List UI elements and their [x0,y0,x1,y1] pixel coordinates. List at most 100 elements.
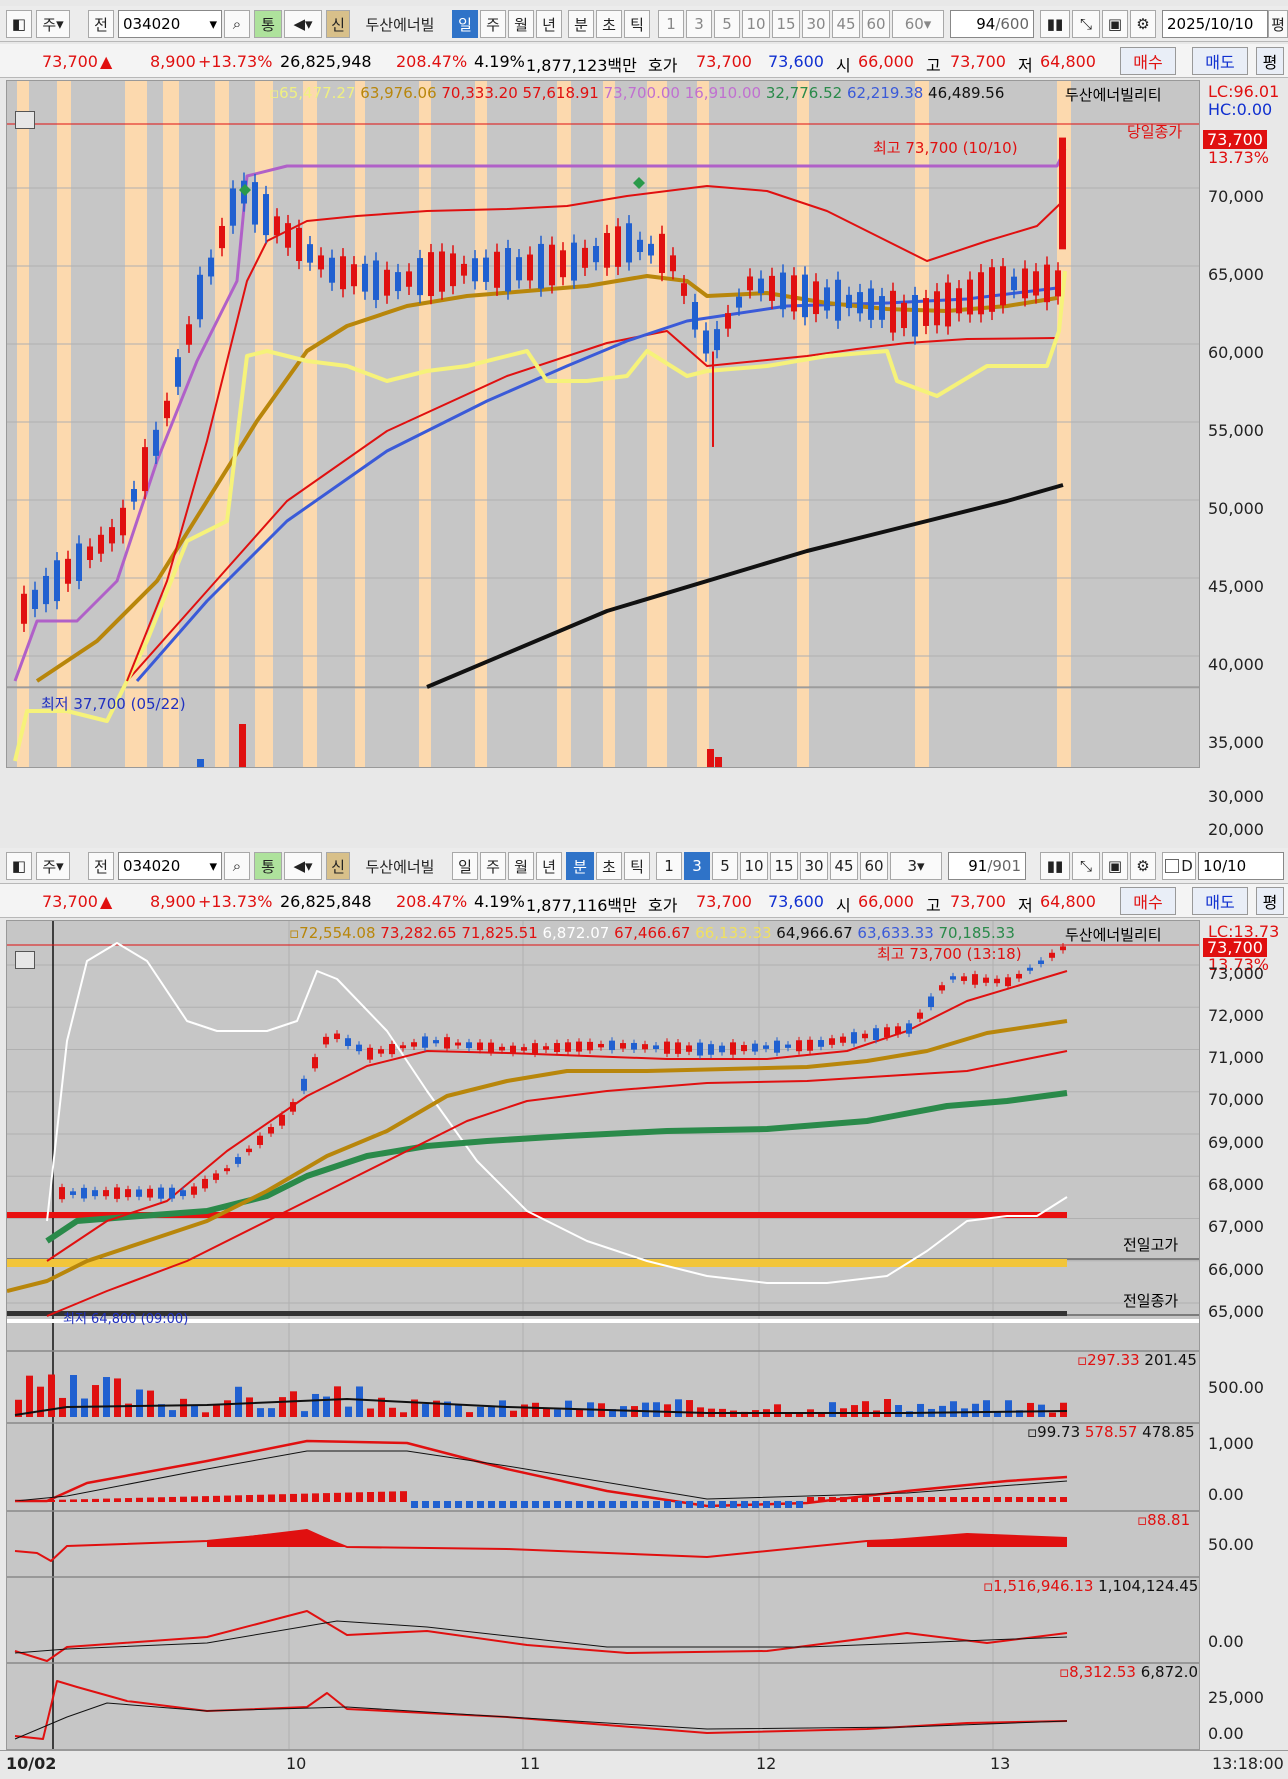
trend-tool-icon[interactable]: ⤡ [1072,10,1100,38]
stock-code-input[interactable]: 034020 ▾ [118,10,222,38]
window-layout-icon[interactable]: ◧ [6,10,32,38]
trend-tool-icon-2[interactable]: ⤡ [1072,852,1100,880]
interval-1[interactable]: 1 [658,10,684,38]
period-minute-2[interactable]: 분 [566,852,594,880]
interval-3-2[interactable]: 3 [684,852,710,880]
m-volume-bar-74 [829,1402,836,1417]
m-volume-bar-19 [224,1400,231,1417]
market-type-button-2[interactable]: 주 ▾ [36,852,70,880]
period-day[interactable]: 일 [452,10,478,38]
m-volume-bar-1 [26,1375,33,1417]
period-day-2[interactable]: 일 [452,852,478,880]
dropdown-icon-2[interactable]: ▾ [209,857,217,875]
speaker-icon[interactable]: ◀▾ [284,10,322,38]
interval-select[interactable]: 60 ▾ [892,10,944,38]
interval-select-2[interactable]: 3 ▾ [890,852,942,880]
bar-count-input-2[interactable]: 91/901 [948,852,1026,880]
m-volume-bar-7 [92,1385,99,1417]
m-candle-body-60 [719,1045,725,1053]
low-annotation-2: 최저 64,800 (09:00) [63,1312,189,1327]
interval-30-2[interactable]: 30 [800,852,828,880]
candle-body-38 [439,251,445,292]
search-icon-2[interactable]: ⌕ [224,852,250,880]
chart-menu-icon-2[interactable] [15,951,35,969]
rate-tag: 13.73% [1208,148,1270,167]
candle-body-93 [1044,264,1050,303]
m-candle-body-33 [422,1036,428,1048]
period-week-2[interactable]: 주 [480,852,506,880]
buy-button[interactable]: 매수 [1120,47,1176,75]
credit-button[interactable]: 신 [326,10,350,38]
credit-button-2[interactable]: 신 [326,852,350,880]
daily-price-chart[interactable]: ▫65,477.27 63,976.06 70,333.20 57,618.91… [6,80,1200,768]
interval-3[interactable]: 3 [686,10,712,38]
interval-30[interactable]: 30 [802,10,830,38]
prev-button-2[interactable]: 전 [88,852,114,880]
interval-60-2[interactable]: 60 [860,852,888,880]
d-checkbox[interactable]: D [1162,852,1196,880]
obv-signal-line [14,1620,1068,1654]
extra-quote-button-2[interactable]: 평 [1256,887,1284,915]
settings-gear-icon[interactable]: ⚙ [1130,10,1156,38]
sub-legend-4-1: 6,872.07 [1140,1663,1199,1681]
sub-panel-legend-4: ▫8,312.53 6,872.07 [1059,1663,1199,1681]
period-week[interactable]: 주 [480,10,506,38]
tong-button-2[interactable]: 통 [254,852,282,880]
m-volume-bar-95 [1060,1402,1067,1417]
period-minute[interactable]: 분 [568,10,594,38]
period-second-2[interactable]: 초 [596,852,622,880]
high-label-2: 고 [926,896,941,915]
interval-5-2[interactable]: 5 [712,852,738,880]
bottom-legend-value-8: 70,185.33 [938,924,1015,942]
period-tick-2[interactable]: 틱 [624,852,650,880]
interval-10[interactable]: 10 [742,10,770,38]
price-change: 8,900 [150,52,196,71]
stock-code-input-2[interactable]: 034020 ▾ [118,852,222,880]
extra-button[interactable]: 평 [1268,10,1288,38]
interval-1-2[interactable]: 1 [656,852,682,880]
market-type-button[interactable]: 주 ▾ [36,10,70,38]
buy-button-2[interactable]: 매수 [1120,887,1176,915]
prev-button[interactable]: 전 [88,10,114,38]
period-month-2[interactable]: 월 [508,852,534,880]
date-input-2[interactable]: 10/10 [1198,852,1284,880]
extra-quote-button[interactable]: 평 [1256,47,1284,75]
daily-chart-canvas[interactable] [7,81,1200,768]
period-month[interactable]: 월 [508,10,534,38]
speaker-icon-2[interactable]: ◀▾ [284,852,322,880]
period-year-2[interactable]: 년 [536,852,562,880]
interval-10-2[interactable]: 10 [740,852,768,880]
save-icon[interactable]: ▣ [1102,10,1128,38]
macd-hist-46 [521,1501,528,1508]
period-second[interactable]: 초 [596,10,622,38]
tong-button[interactable]: 통 [254,10,282,38]
bar-count-input[interactable]: 94/600 [950,10,1034,38]
interval-45[interactable]: 45 [832,10,860,38]
window-layout-icon-2[interactable]: ◧ [6,852,32,880]
period-tick[interactable]: 틱 [624,10,650,38]
search-icon[interactable]: ⌕ [224,10,250,38]
save-icon-2[interactable]: ▣ [1102,852,1128,880]
m-candle-body-89 [1038,960,1044,964]
bottom-price-axis [1200,920,1288,1750]
dropdown-icon[interactable]: ▾ [209,15,217,33]
period-year[interactable]: 년 [536,10,562,38]
settings-gear-icon-2[interactable]: ⚙ [1130,852,1156,880]
date-input[interactable]: 2025/10/10 [1162,10,1268,38]
candle-type-icon[interactable]: ▮▮ [1040,10,1070,38]
interval-5[interactable]: 5 [714,10,740,38]
candle-type-icon-2[interactable]: ▮▮ [1040,852,1070,880]
minute-chart-canvas[interactable] [7,921,1200,1750]
m-candle-body-34 [433,1040,439,1044]
interval-60[interactable]: 60 [862,10,890,38]
interval-15[interactable]: 15 [772,10,800,38]
checkbox-icon[interactable] [1165,859,1180,873]
candle-body-6 [87,546,93,561]
chart-menu-icon[interactable] [15,111,35,129]
interval-15-2[interactable]: 15 [770,852,798,880]
minute-price-chart[interactable]: ▫72,554.08 73,282.65 71,825.51 6,872.07 … [6,920,1200,1750]
interval-45-2[interactable]: 45 [830,852,858,880]
m-candle-body-3 [92,1190,98,1197]
sell-button[interactable]: 매도 [1192,47,1248,75]
sell-button-2[interactable]: 매도 [1192,887,1248,915]
